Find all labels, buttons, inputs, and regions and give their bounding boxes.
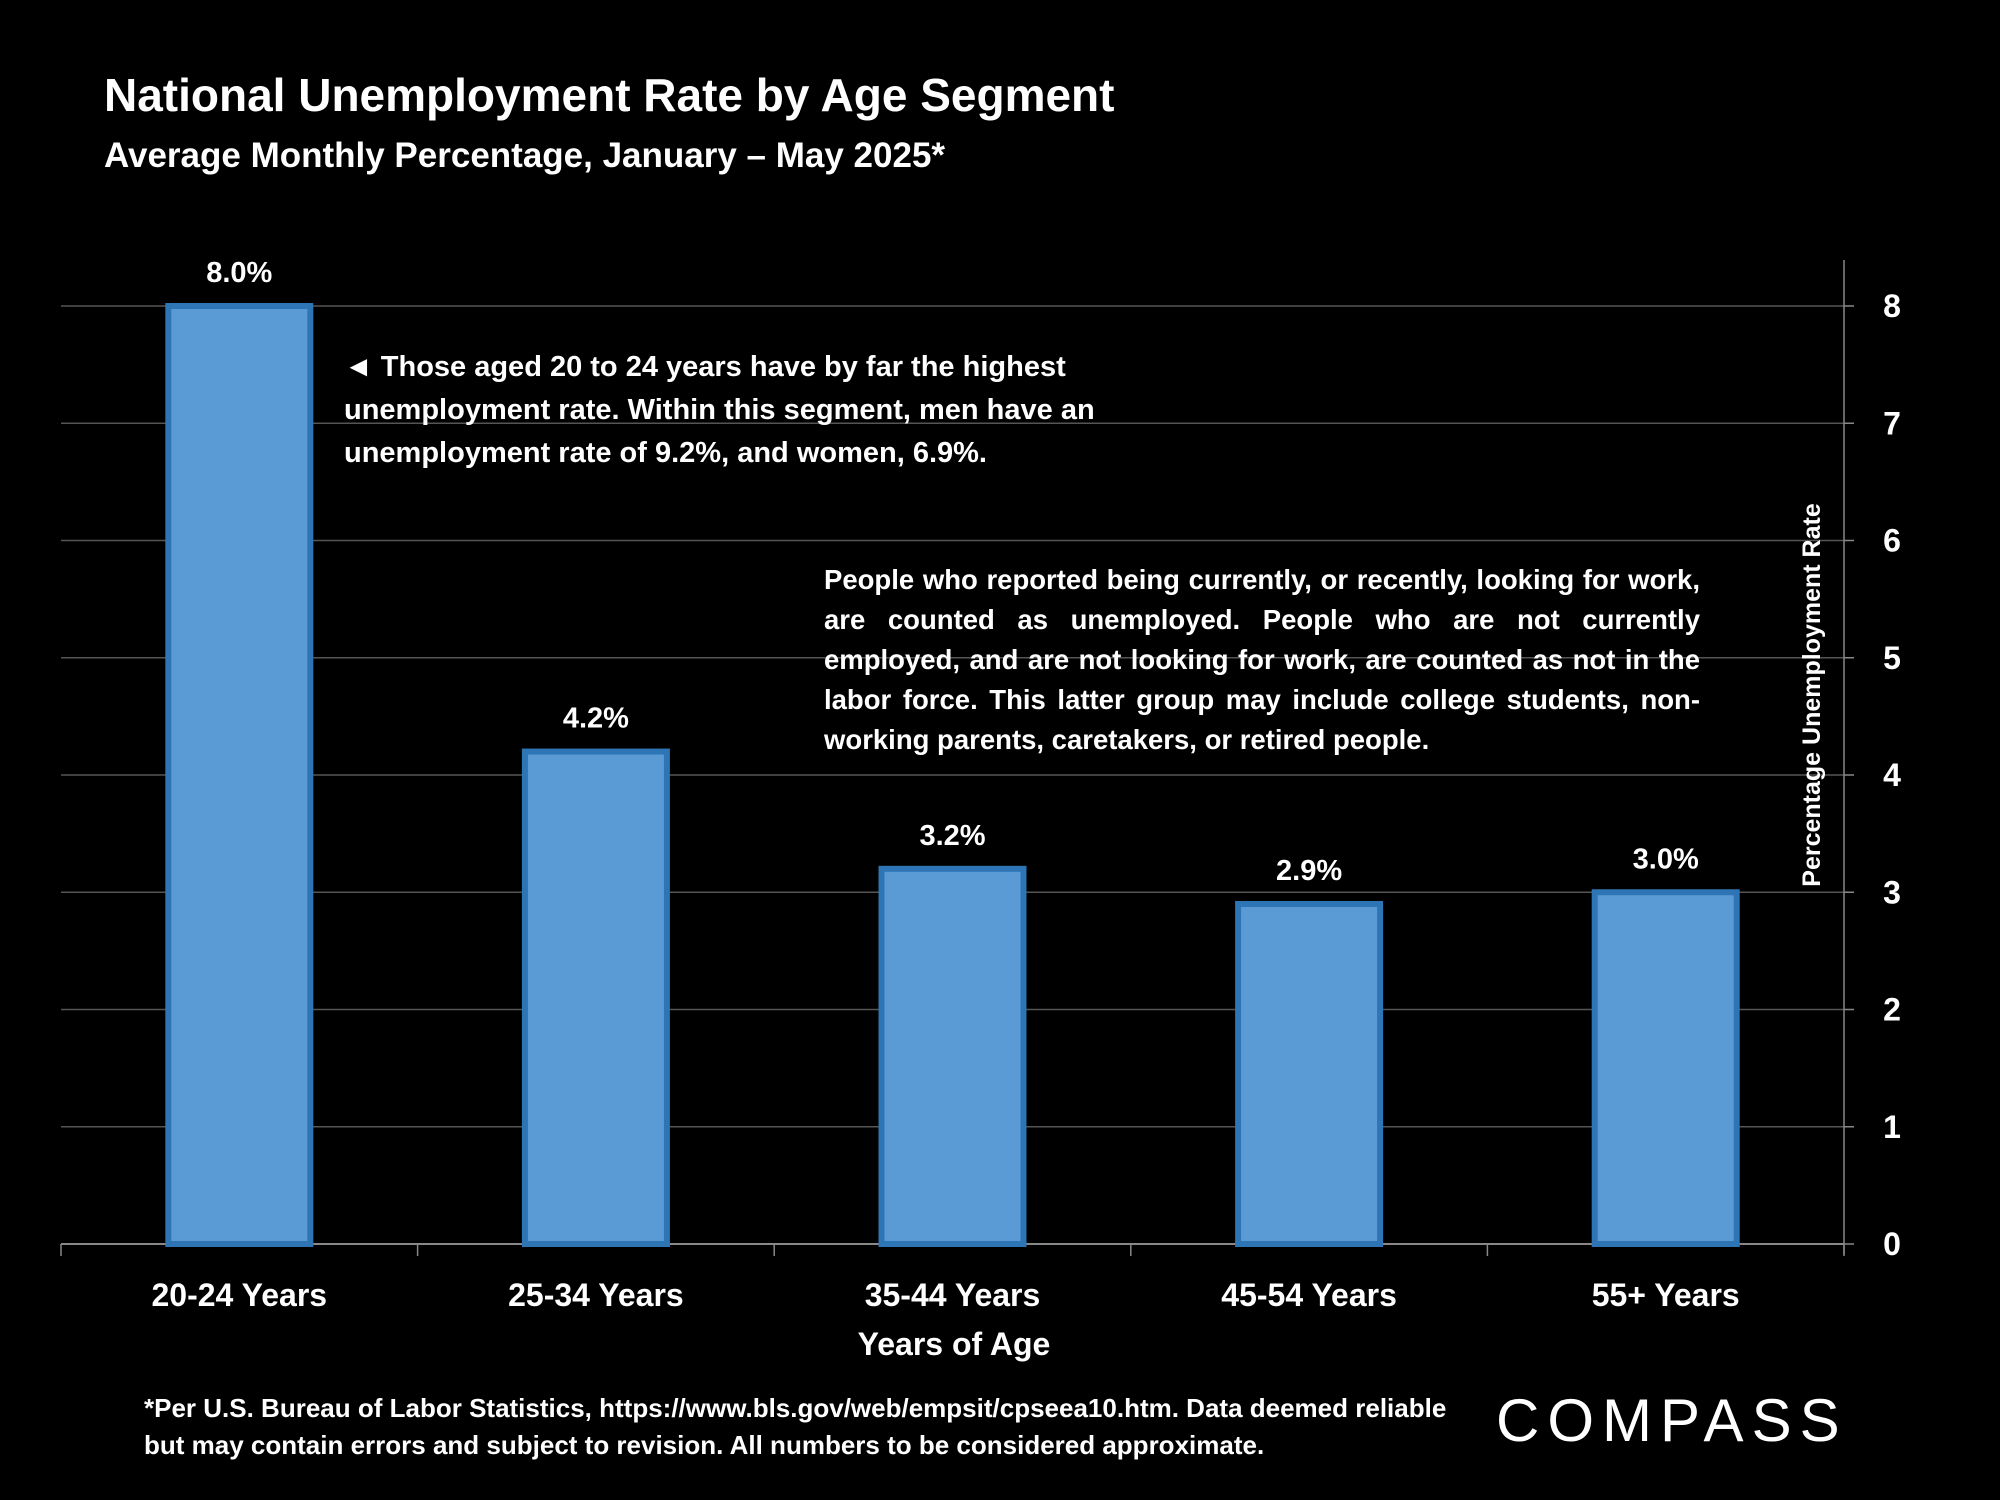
x-tick-label: 25-34 Years bbox=[508, 1277, 684, 1313]
compass-logo: COMPASS bbox=[1496, 1387, 1848, 1454]
x-tick-label: 20-24 Years bbox=[152, 1277, 328, 1313]
bar bbox=[165, 303, 314, 1247]
y-tick-label: 1 bbox=[1883, 1109, 1901, 1145]
data-label: 3.2% bbox=[919, 820, 985, 852]
footnote: *Per U.S. Bureau of Labor Statistics, ht… bbox=[144, 1393, 1447, 1460]
bar bbox=[521, 748, 670, 1247]
chart-subtitle: Average Monthly Percentage, January – Ma… bbox=[104, 136, 946, 175]
y-tick-label: 6 bbox=[1883, 523, 1901, 559]
x-axis-title: Years of Age bbox=[857, 1326, 1051, 1362]
y-tick-label: 5 bbox=[1883, 640, 1901, 676]
data-label: 8.0% bbox=[206, 257, 272, 289]
data-label: 3.0% bbox=[1633, 843, 1699, 875]
y-tick-label: 3 bbox=[1883, 874, 1901, 910]
chart-title: National Unemployment Rate by Age Segmen… bbox=[104, 69, 1115, 121]
y-tick-label: 8 bbox=[1883, 288, 1901, 324]
x-tick-label: 55+ Years bbox=[1592, 1277, 1740, 1313]
annotation-highest-rate: ◄ Those aged 20 to 24 years have by far … bbox=[344, 351, 1095, 469]
annotation-definition: People who reported being currently, or … bbox=[824, 564, 1700, 755]
data-label: 4.2% bbox=[563, 703, 629, 735]
y-tick-label: 0 bbox=[1883, 1226, 1901, 1262]
bar bbox=[878, 865, 1027, 1247]
y-tick-label: 4 bbox=[1883, 757, 1901, 793]
y-tick-label: 2 bbox=[1883, 992, 1901, 1028]
y-axis-title: Percentage Unemployment Rate bbox=[1798, 503, 1826, 887]
x-tick-label: 45-54 Years bbox=[1221, 1277, 1397, 1313]
bar bbox=[1591, 889, 1740, 1247]
y-tick-label: 7 bbox=[1883, 405, 1901, 441]
data-label: 2.9% bbox=[1276, 855, 1342, 887]
x-tick-label: 35-44 Years bbox=[865, 1277, 1041, 1313]
bar bbox=[1235, 900, 1384, 1247]
